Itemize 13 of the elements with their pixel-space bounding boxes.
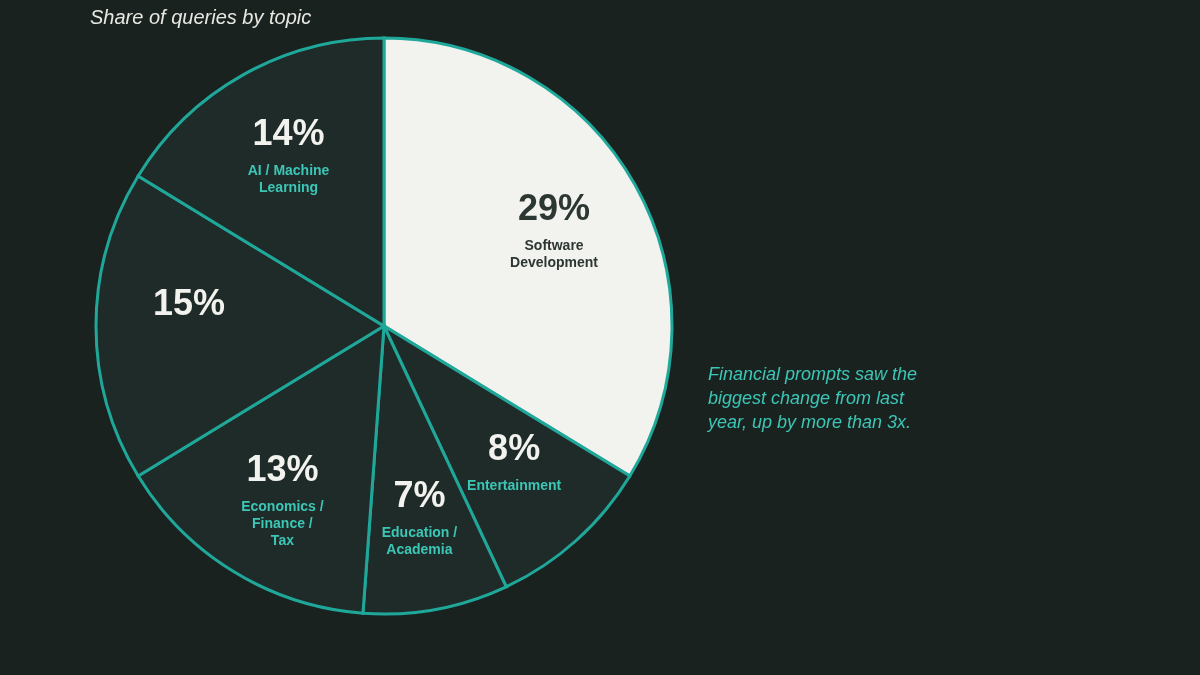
slice-label: AI / Machine Learning: [247, 161, 330, 195]
chart-subtitle: Share of queries by topic: [90, 6, 312, 28]
data-label: 14%: [252, 111, 325, 153]
data-label: 8%: [488, 427, 541, 469]
data-label: 29%: [518, 186, 591, 228]
slice-label: Software Development: [510, 236, 599, 270]
slice-label: Entertainment: [467, 477, 562, 494]
data-label: 15%: [152, 282, 226, 323]
slice-label: Education / Academia: [381, 523, 458, 557]
data-label: 13%: [246, 448, 319, 490]
slice-label: Economics / Finance / Tax: [241, 498, 324, 549]
data-label: 7%: [393, 473, 446, 515]
text: Financial prompts saw the biggest change from last year, up by more than 3x.: [706, 364, 918, 432]
